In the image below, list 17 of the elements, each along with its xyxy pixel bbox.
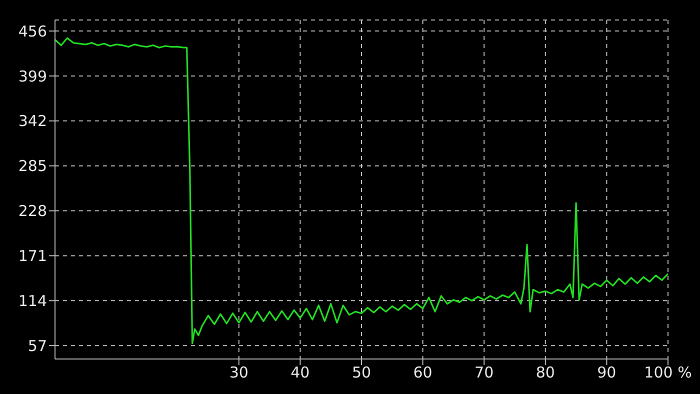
x-tick-label: 30 xyxy=(229,364,248,382)
x-tick-label: 90 xyxy=(597,364,616,382)
y-tick-label: 114 xyxy=(18,292,47,310)
y-tick-label: 285 xyxy=(18,157,47,176)
y-tick-label: 342 xyxy=(18,112,47,130)
y-tick-label: 228 xyxy=(18,202,47,220)
y-tick-label: 399 xyxy=(18,67,47,86)
x-tick-label: 50 xyxy=(352,364,372,382)
x-tick-label: 40 xyxy=(290,364,310,382)
x-tick-label: 60 xyxy=(413,364,432,382)
x-tick-label: 100 % xyxy=(644,364,692,382)
line-series xyxy=(55,37,668,344)
x-tick-label: 80 xyxy=(536,364,555,382)
y-tick-label: 57 xyxy=(28,336,47,355)
y-tick-label: 171 xyxy=(18,247,47,266)
y-tick-label: 456 xyxy=(18,22,47,40)
x-tick-label: 70 xyxy=(474,364,494,382)
